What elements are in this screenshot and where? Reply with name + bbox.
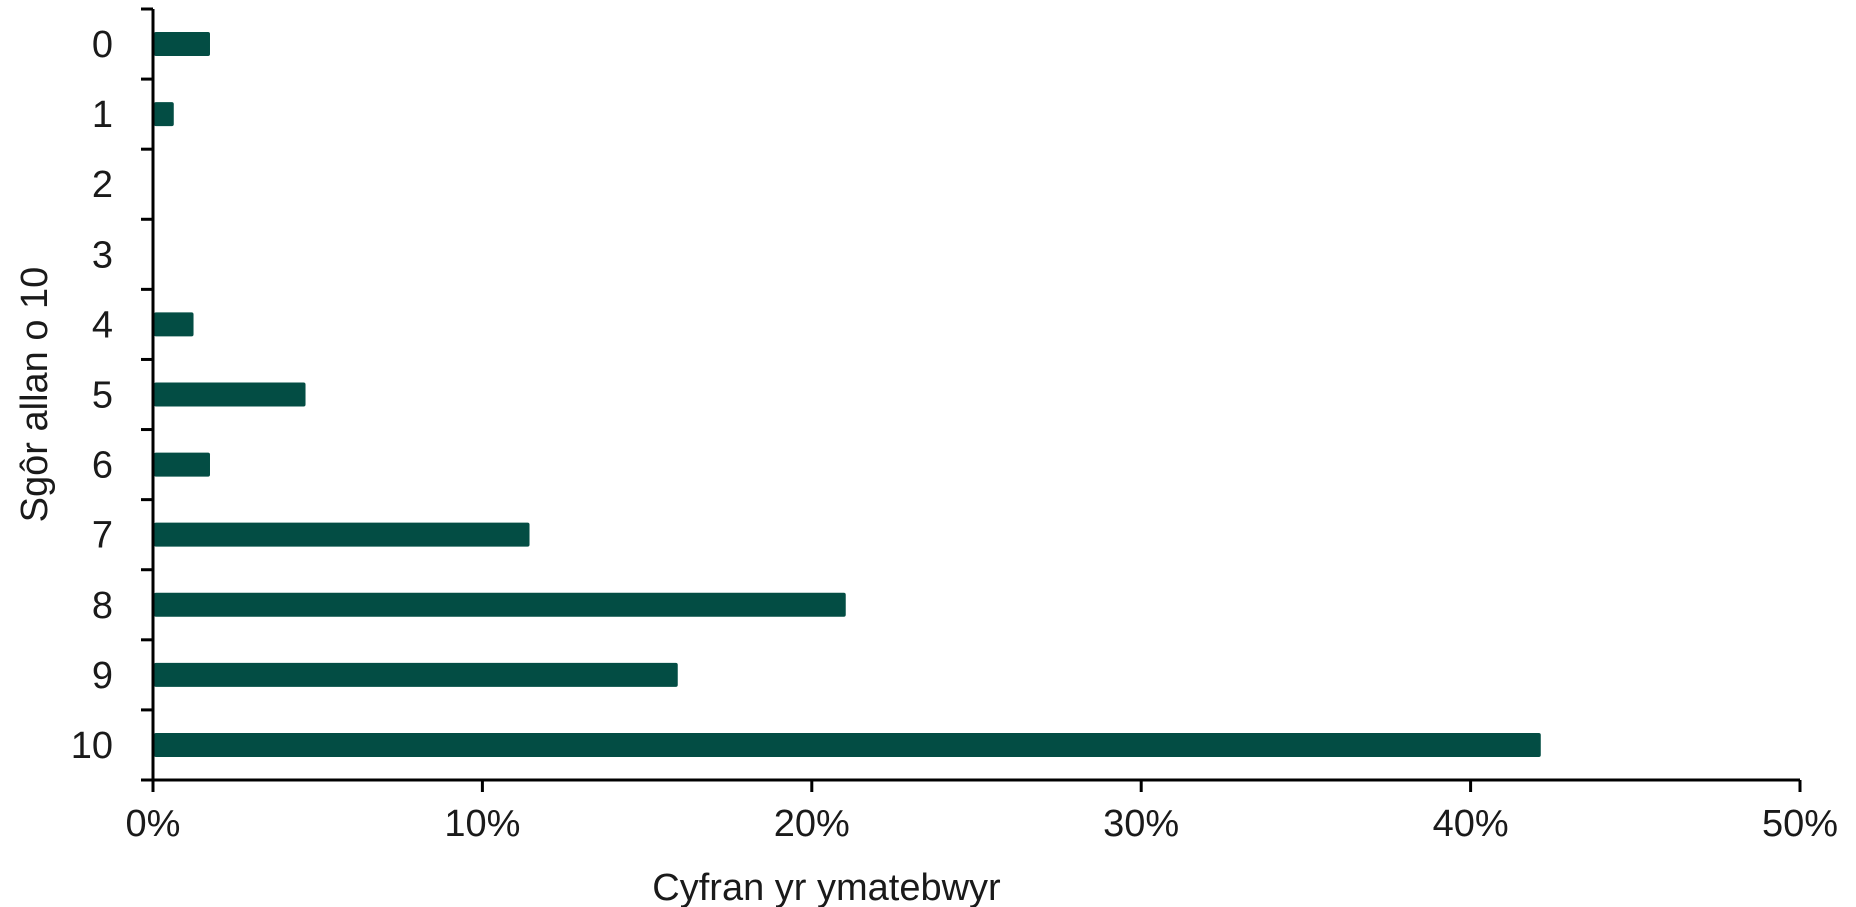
y-tick-label-0: 0 <box>92 24 113 66</box>
bar-0 <box>154 32 210 57</box>
axes-group <box>141 7 1802 792</box>
x-tick-label-20: 20% <box>774 803 850 845</box>
bar-10 <box>154 732 1541 757</box>
bar-8 <box>154 592 846 617</box>
bar-5 <box>154 382 306 407</box>
bar-4 <box>154 312 194 337</box>
bar-6 <box>154 452 210 477</box>
y-tick-label-5: 5 <box>92 375 113 417</box>
y-tick-label-3: 3 <box>92 234 113 276</box>
y-axis-title: Sgôr allan o 10 <box>14 267 56 523</box>
x-tick-label-40: 40% <box>1433 803 1509 845</box>
y-tick-label-1: 1 <box>92 94 113 136</box>
y-tick-label-2: 2 <box>92 164 113 206</box>
y-tick-label-8: 8 <box>92 585 113 627</box>
bars-group <box>154 32 1541 757</box>
x-tick-label-10: 10% <box>444 803 520 845</box>
bar-1 <box>154 102 174 127</box>
bar-7 <box>154 522 530 547</box>
x-tick-label-50: 50% <box>1762 803 1838 845</box>
x-tick-label-0: 0% <box>126 803 181 845</box>
tick-labels-group: 0 1 2 3 4 5 6 7 8 9 10 0% 10% 20% 30% 40% 50% <box>71 24 1838 845</box>
x-tick-label-30: 30% <box>1103 803 1179 845</box>
y-tick-label-6: 6 <box>92 445 113 487</box>
x-axis-title: Cyfran yr ymatebwyr <box>652 867 1001 907</box>
bar-9 <box>154 662 678 687</box>
y-tick-label-4: 4 <box>92 304 113 346</box>
y-tick-label-9: 9 <box>92 655 113 697</box>
y-tick-label-10: 10 <box>71 725 113 767</box>
y-tick-label-7: 7 <box>92 515 113 557</box>
